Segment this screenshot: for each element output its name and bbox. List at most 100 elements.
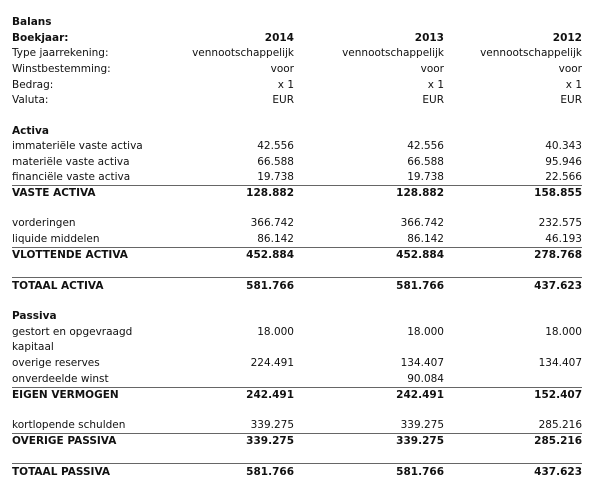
fiscal-year-label: Boekjaar:: [12, 32, 69, 44]
meta-value: EUR: [272, 94, 294, 106]
divider: [12, 433, 582, 434]
value-2014: 86.142: [257, 233, 294, 245]
meta-value: vennootschappelijk: [342, 47, 444, 59]
value-2014: 339.275: [250, 419, 294, 431]
value-2012: 152.407: [534, 389, 582, 401]
table-row: liquide middelen 86.142 86.142 46.193: [12, 232, 582, 247]
row-label: kapitaal: [12, 341, 54, 353]
value-2012: 158.855: [534, 187, 582, 199]
total-label: TOTAAL PASSIVA: [12, 466, 110, 478]
subtotal-row: OVERIGE PASSIVA 339.275 339.275 285.216: [12, 434, 582, 449]
value-2014: 128.882: [246, 187, 294, 199]
value-2014: 339.275: [246, 435, 294, 447]
value-2012: 18.000: [545, 326, 582, 338]
value-2012: 22.566: [545, 171, 582, 183]
passiva-heading: Passiva: [12, 310, 57, 322]
meta-value: x 1: [427, 79, 444, 91]
balance-title: Balans: [12, 16, 52, 28]
value-2014: 66.588: [257, 156, 294, 168]
divider: [12, 185, 582, 186]
meta-row: Type jaarrekening: vennootschappelijk ve…: [12, 46, 582, 61]
total-row: TOTAAL ACTIVA 581.766 581.766 437.623: [12, 279, 582, 294]
value-2014: 19.738: [257, 171, 294, 183]
value-2012: 46.193: [545, 233, 582, 245]
activa-heading: Activa: [12, 125, 49, 137]
divider: [12, 387, 582, 388]
row-label: kortlopende schulden: [12, 419, 126, 431]
row-label: materiële vaste activa: [12, 156, 130, 168]
meta-row: Winstbestemming: voor voor voor: [12, 62, 582, 77]
subtotal-row: VLOTTENDE ACTIVA 452.884 452.884 278.768: [12, 248, 582, 263]
row-label: financiële vaste activa: [12, 171, 131, 183]
subtotal-label: EIGEN VERMOGEN: [12, 389, 119, 401]
value-2013: 19.738: [407, 171, 444, 183]
value-2012: 40.343: [545, 140, 582, 152]
meta-row: Valuta: EUR EUR EUR: [12, 93, 582, 108]
value-2013: 18.000: [407, 326, 444, 338]
value-2014: 42.556: [257, 140, 294, 152]
value-2013: 90.084: [407, 373, 444, 385]
total-label: TOTAAL ACTIVA: [12, 280, 104, 292]
year-2013: 2013: [414, 32, 444, 44]
divider: [12, 247, 582, 248]
table-row: vorderingen 366.742 366.742 232.575: [12, 216, 582, 231]
row-label: liquide middelen: [12, 233, 100, 245]
meta-value: x 1: [277, 79, 294, 91]
total-row: TOTAAL PASSIVA 581.766 581.766 437.623: [12, 465, 582, 480]
value-2014: 242.491: [246, 389, 294, 401]
value-2012: 134.407: [538, 357, 582, 369]
table-row: gestort en opgevraagd 18.000 18.000 18.0…: [12, 325, 582, 340]
meta-label: Valuta:: [12, 94, 49, 106]
value-2013: 128.882: [396, 187, 444, 199]
subtotal-label: VLOTTENDE ACTIVA: [12, 249, 128, 261]
year-2012: 2012: [552, 32, 582, 44]
meta-value: voor: [420, 63, 444, 75]
table-row: onverdeelde winst 90.084: [12, 372, 582, 387]
row-label: gestort en opgevraagd: [12, 326, 133, 338]
value-2013: 452.884: [396, 249, 444, 261]
value-2013: 366.742: [400, 217, 444, 229]
table-row: kortlopende schulden 339.275 339.275 285…: [12, 418, 582, 433]
value-2013: 42.556: [407, 140, 444, 152]
value-2013: 86.142: [407, 233, 444, 245]
value-2014: 224.491: [250, 357, 294, 369]
meta-value: vennootschappelijk: [192, 47, 294, 59]
meta-value: vennootschappelijk: [480, 47, 582, 59]
meta-value: EUR: [422, 94, 444, 106]
table-row: materiële vaste activa 66.588 66.588 95.…: [12, 155, 582, 170]
meta-value: x 1: [565, 79, 582, 91]
meta-label: Type jaarrekening:: [12, 47, 109, 59]
table-row: kapitaal: [12, 340, 582, 355]
meta-value: EUR: [560, 94, 582, 106]
value-2013: 581.766: [396, 280, 444, 292]
value-2012: 95.946: [545, 156, 582, 168]
passiva-heading-row: Passiva: [12, 309, 582, 324]
row-label: vorderingen: [12, 217, 76, 229]
table-row: financiële vaste activa 19.738 19.738 22…: [12, 170, 582, 185]
meta-value: voor: [270, 63, 294, 75]
balance-title-row: Balans: [12, 15, 582, 30]
value-2014: 581.766: [246, 466, 294, 478]
subtotal-label: VASTE ACTIVA: [12, 187, 96, 199]
value-2014: 581.766: [246, 280, 294, 292]
value-2013: 339.275: [400, 419, 444, 431]
row-label: onverdeelde winst: [12, 373, 109, 385]
table-row: overige reserves 224.491 134.407 134.407: [12, 356, 582, 371]
meta-value: voor: [558, 63, 582, 75]
value-2012: 437.623: [534, 280, 582, 292]
activa-heading-row: Activa: [12, 124, 582, 139]
value-2013: 134.407: [400, 357, 444, 369]
value-2013: 339.275: [396, 435, 444, 447]
value-2012: 437.623: [534, 466, 582, 478]
subtotal-label: OVERIGE PASSIVA: [12, 435, 117, 447]
value-2013: 242.491: [396, 389, 444, 401]
year-2014: 2014: [264, 32, 294, 44]
divider: [12, 277, 582, 278]
table-row: immateriële vaste activa 42.556 42.556 4…: [12, 139, 582, 154]
value-2014: 366.742: [250, 217, 294, 229]
value-2013: 66.588: [407, 156, 444, 168]
meta-row: Bedrag: x 1 x 1 x 1: [12, 78, 582, 93]
value-2012: 285.216: [534, 435, 582, 447]
value-2012: 232.575: [538, 217, 582, 229]
value-2014: 18.000: [257, 326, 294, 338]
